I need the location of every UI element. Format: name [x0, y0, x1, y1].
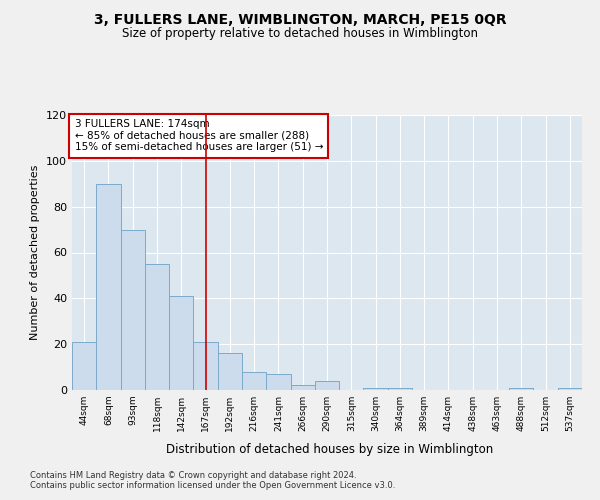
Bar — [558, 388, 582, 390]
Bar — [290, 386, 315, 390]
Bar — [193, 342, 218, 390]
Y-axis label: Number of detached properties: Number of detached properties — [31, 165, 40, 340]
Bar — [169, 296, 193, 390]
Bar — [145, 264, 169, 390]
Bar — [364, 388, 388, 390]
Text: Contains HM Land Registry data © Crown copyright and database right 2024.: Contains HM Land Registry data © Crown c… — [30, 471, 356, 480]
Bar — [96, 184, 121, 390]
Text: 3 FULLERS LANE: 174sqm
← 85% of detached houses are smaller (288)
15% of semi-de: 3 FULLERS LANE: 174sqm ← 85% of detached… — [74, 119, 323, 152]
Bar — [315, 381, 339, 390]
Text: Contains public sector information licensed under the Open Government Licence v3: Contains public sector information licen… — [30, 481, 395, 490]
Text: Size of property relative to detached houses in Wimblington: Size of property relative to detached ho… — [122, 28, 478, 40]
Bar — [218, 354, 242, 390]
Text: Distribution of detached houses by size in Wimblington: Distribution of detached houses by size … — [166, 442, 494, 456]
Bar — [242, 372, 266, 390]
Bar — [121, 230, 145, 390]
Bar — [388, 388, 412, 390]
Bar — [509, 388, 533, 390]
Text: 3, FULLERS LANE, WIMBLINGTON, MARCH, PE15 0QR: 3, FULLERS LANE, WIMBLINGTON, MARCH, PE1… — [94, 12, 506, 26]
Bar — [266, 374, 290, 390]
Bar — [72, 342, 96, 390]
